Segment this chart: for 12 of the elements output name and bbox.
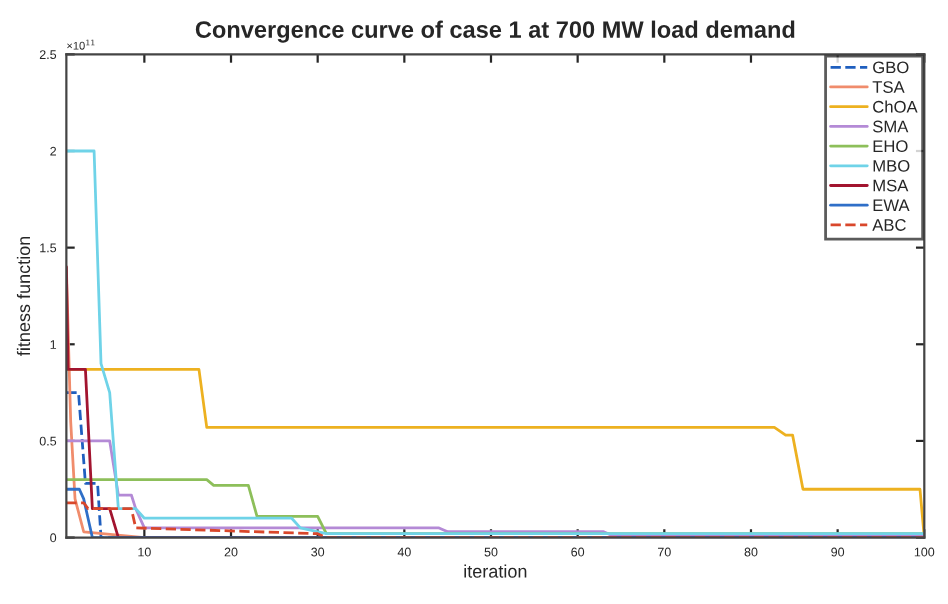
x-axis-title: iteration — [464, 564, 527, 578]
legend-label: MBO — [873, 159, 910, 172]
legend-label: TSA — [872, 81, 905, 93]
legend-label: ChOA — [873, 100, 918, 113]
legend-label: EWA — [873, 199, 910, 212]
legend-label: GBO — [873, 61, 909, 74]
chart-title: Convergence curve of case 1 at 700 MW load demand — [195, 20, 795, 43]
legend-label: EHO — [873, 140, 908, 153]
legend-label: MSA — [873, 179, 909, 192]
legend-label: SMA — [873, 120, 909, 133]
legend-label: ABC — [872, 219, 906, 231]
y-axis-title: fitness function — [16, 236, 31, 356]
